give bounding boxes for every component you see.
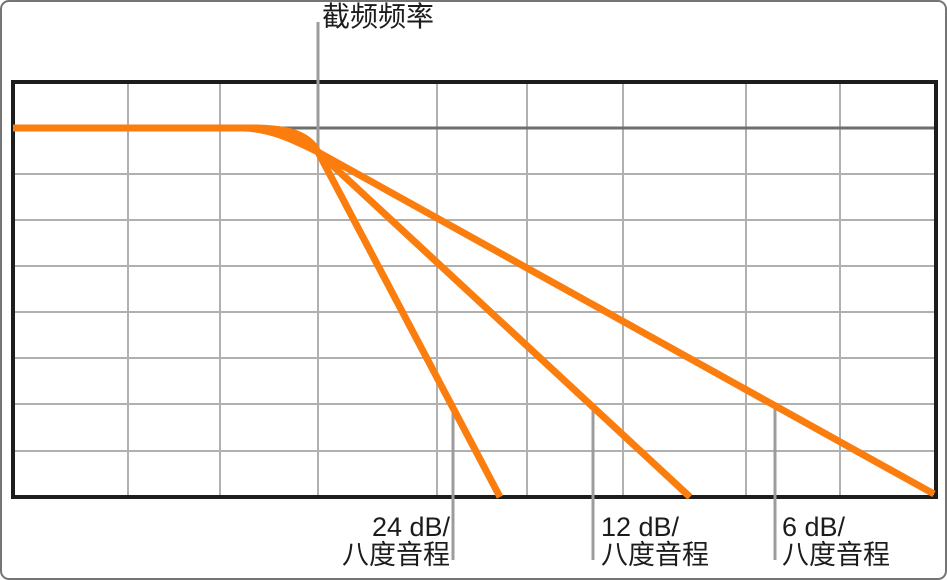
slope-label-6db-line2: 八度音程 [782, 540, 890, 570]
slope-label-24db-line1: 24 dB/ [371, 512, 450, 542]
slope-label-12db: 12 dB/ 八度音程 [601, 513, 709, 569]
plot-frame [11, 80, 938, 499]
slope-label-24db-line2: 八度音程 [342, 540, 450, 570]
slope-label-12db-line1: 12 dB/ [601, 512, 680, 542]
slope-label-6db: 6 dB/ 八度音程 [782, 513, 890, 569]
slope-label-6db-line1: 6 dB/ [782, 512, 846, 542]
curve-6db-octave [13, 124, 936, 498]
slope-label-24db: 24 dB/ 八度音程 [342, 513, 450, 569]
slope-label-12db-line2: 八度音程 [601, 540, 709, 570]
cutoff-frequency-label: 截频频率 [322, 1, 435, 32]
